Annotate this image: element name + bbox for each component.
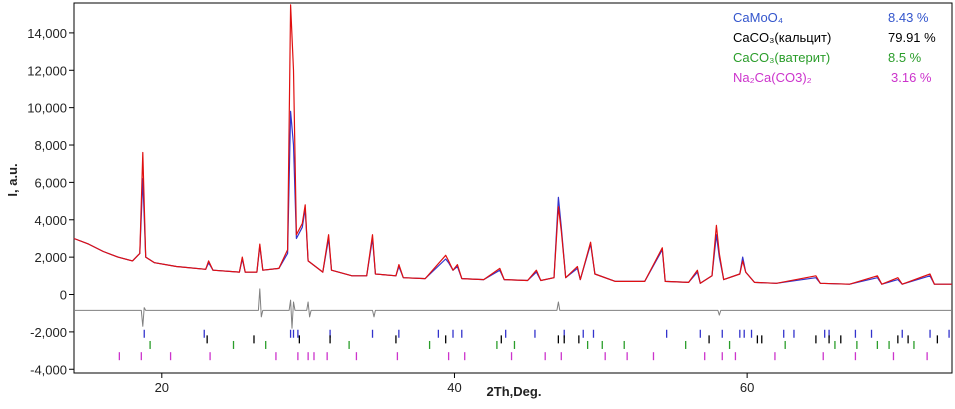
legend-label: CaCO₃(ватерит)	[733, 50, 830, 65]
series-calculated	[73, 4, 952, 285]
x-tick-label: 60	[740, 380, 754, 395]
x-tick-label: 20	[155, 380, 169, 395]
y-tick-label: 10,000	[27, 101, 67, 116]
x-tick-label: 40	[447, 380, 461, 395]
y-tick-label: -4,000	[30, 362, 67, 377]
x-axis-label: 2Th,Deg.	[487, 384, 542, 399]
y-tick-label: 2,000	[34, 250, 67, 265]
series-difference	[74, 288, 952, 329]
y-tick-label: 4,000	[34, 213, 67, 228]
y-axis-label: I, a.u.	[5, 163, 20, 196]
y-tick-label: 14,000	[27, 26, 67, 41]
legend-label: CaCO₃(кальцит)	[733, 30, 831, 45]
legend-label: CaMoO₄	[733, 10, 783, 25]
legend-value: 8.5 %	[888, 50, 922, 65]
legend-value: 3.16 %	[891, 70, 932, 85]
legend-label: Na₂Ca(CO3)₂	[733, 70, 812, 85]
legend-value: 79.91 %	[888, 30, 936, 45]
legend-value: 8.43 %	[888, 10, 929, 25]
series-observed	[73, 110, 952, 285]
y-tick-label: 0	[60, 288, 67, 303]
y-tick-label: -2,000	[30, 325, 67, 340]
y-tick-label: 12,000	[27, 63, 67, 78]
y-tick-label: 8,000	[34, 138, 67, 153]
y-tick-label: 6,000	[34, 175, 67, 190]
plot-frame	[73, 2, 953, 374]
